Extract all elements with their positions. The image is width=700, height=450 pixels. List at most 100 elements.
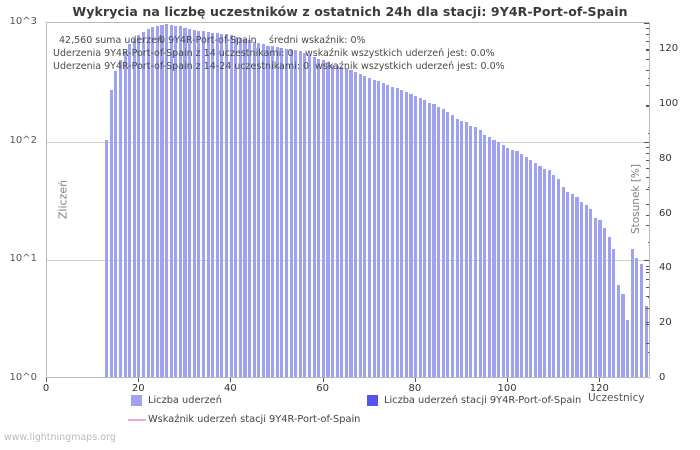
bar: [621, 294, 625, 377]
x-axis-tick: [599, 378, 601, 382]
y-axis-minor-tick: [646, 278, 649, 280]
bar: [497, 142, 501, 377]
y-axis-right-tick-label: 120: [659, 43, 679, 55]
bar: [206, 31, 210, 377]
bar: [455, 118, 459, 377]
legend-label-strikes: Liczba uderzeń: [148, 395, 222, 406]
bar: [506, 148, 510, 377]
bar: [492, 139, 496, 377]
bar: [575, 196, 579, 377]
x-axis-tick-label: 60: [316, 383, 329, 394]
bar: [344, 68, 348, 377]
y-axis-minor-tick: [646, 41, 649, 43]
bars-layer: [47, 23, 649, 377]
bar: [524, 156, 528, 377]
y-axis-left-tick-label: 10^2: [9, 134, 37, 146]
bar: [556, 178, 561, 377]
bar: [612, 248, 616, 377]
bar: [446, 112, 450, 377]
bar: [418, 97, 422, 377]
bar: [473, 126, 478, 377]
bar: [317, 58, 321, 377]
bar: [593, 217, 597, 377]
bar: [538, 166, 542, 377]
y-axis-right-tick: [646, 105, 649, 107]
x-axis-tick-label: 120: [589, 383, 609, 394]
bar: [400, 90, 404, 377]
y-axis-minor-tick: [646, 70, 649, 72]
bar: [547, 170, 551, 377]
y-axis-right-tick-label: 100: [659, 98, 679, 110]
x-axis-tick: [414, 378, 416, 382]
y-axis-right-tick: [646, 269, 649, 271]
bar: [639, 263, 644, 377]
bar: [326, 62, 330, 377]
x-axis-tick: [230, 378, 232, 382]
bar: [151, 27, 155, 377]
y-axis-minor-tick: [646, 147, 649, 149]
chart-title: Wykrycia na liczbę uczestników z ostatni…: [72, 4, 628, 19]
y-axis-right-title: Stosunek [%]: [630, 163, 642, 235]
y-axis-right-tick-label: 80: [659, 152, 672, 164]
bar: [414, 95, 418, 377]
bar: [598, 220, 602, 377]
bar: [390, 86, 395, 377]
bar: [533, 163, 537, 377]
y-axis-minor-tick: [646, 58, 649, 60]
bar: [579, 201, 584, 377]
y-axis-right-minor-tick: [648, 77, 649, 79]
bar: [261, 44, 265, 377]
bar: [603, 228, 607, 377]
bar: [478, 130, 482, 377]
y-axis-right-tick-label: 0: [659, 372, 666, 383]
y-axis-minor-tick: [646, 343, 649, 345]
y-axis-left-title: Zliczeń: [56, 179, 70, 220]
bar: [238, 37, 242, 377]
bar: [298, 50, 302, 377]
bar: [169, 24, 173, 377]
y-axis-minor-tick: [646, 286, 649, 288]
y-axis-right-minor-tick: [648, 351, 649, 353]
bar: [589, 209, 593, 377]
y-axis-minor-tick: [646, 167, 649, 169]
x-axis-tick-label: 100: [497, 383, 517, 394]
bar: [137, 35, 141, 377]
bar: [321, 59, 325, 377]
bar: [307, 54, 312, 377]
bar: [423, 100, 427, 377]
bar: [543, 168, 547, 377]
bar: [409, 93, 413, 377]
x-axis-tick: [138, 378, 140, 382]
y-axis-right-tick-label: 60: [659, 207, 672, 219]
y-axis-minor-tick: [646, 49, 649, 51]
bar: [109, 90, 113, 377]
bar: [450, 115, 455, 377]
bar: [630, 248, 634, 377]
bar: [197, 30, 201, 377]
y-axis-minor-tick: [646, 307, 649, 309]
bar: [234, 36, 238, 377]
y-axis-left-tick-label: 10^1: [9, 253, 37, 265]
bar: [515, 151, 519, 377]
bar: [289, 49, 293, 377]
bar: [437, 106, 441, 377]
bar: [331, 64, 335, 377]
bar: [552, 175, 556, 377]
x-axis-tick: [46, 378, 47, 382]
bar: [220, 33, 224, 377]
y-axis-minor-tick: [646, 224, 649, 226]
x-axis-title: Uczestnicy: [588, 392, 645, 404]
bar: [165, 24, 169, 377]
bar: [271, 46, 275, 377]
y-axis-minor-tick: [646, 177, 649, 179]
y-axis-left-tick-label: 10^0: [9, 372, 37, 383]
y-axis-right-minor-tick: [648, 296, 649, 298]
bar: [561, 186, 565, 377]
bar: [381, 83, 385, 377]
bar: [211, 32, 215, 377]
bar: [248, 40, 252, 377]
bar: [349, 69, 353, 377]
bar: [464, 122, 468, 377]
x-axis-tick: [322, 378, 324, 382]
bar: [616, 284, 620, 377]
